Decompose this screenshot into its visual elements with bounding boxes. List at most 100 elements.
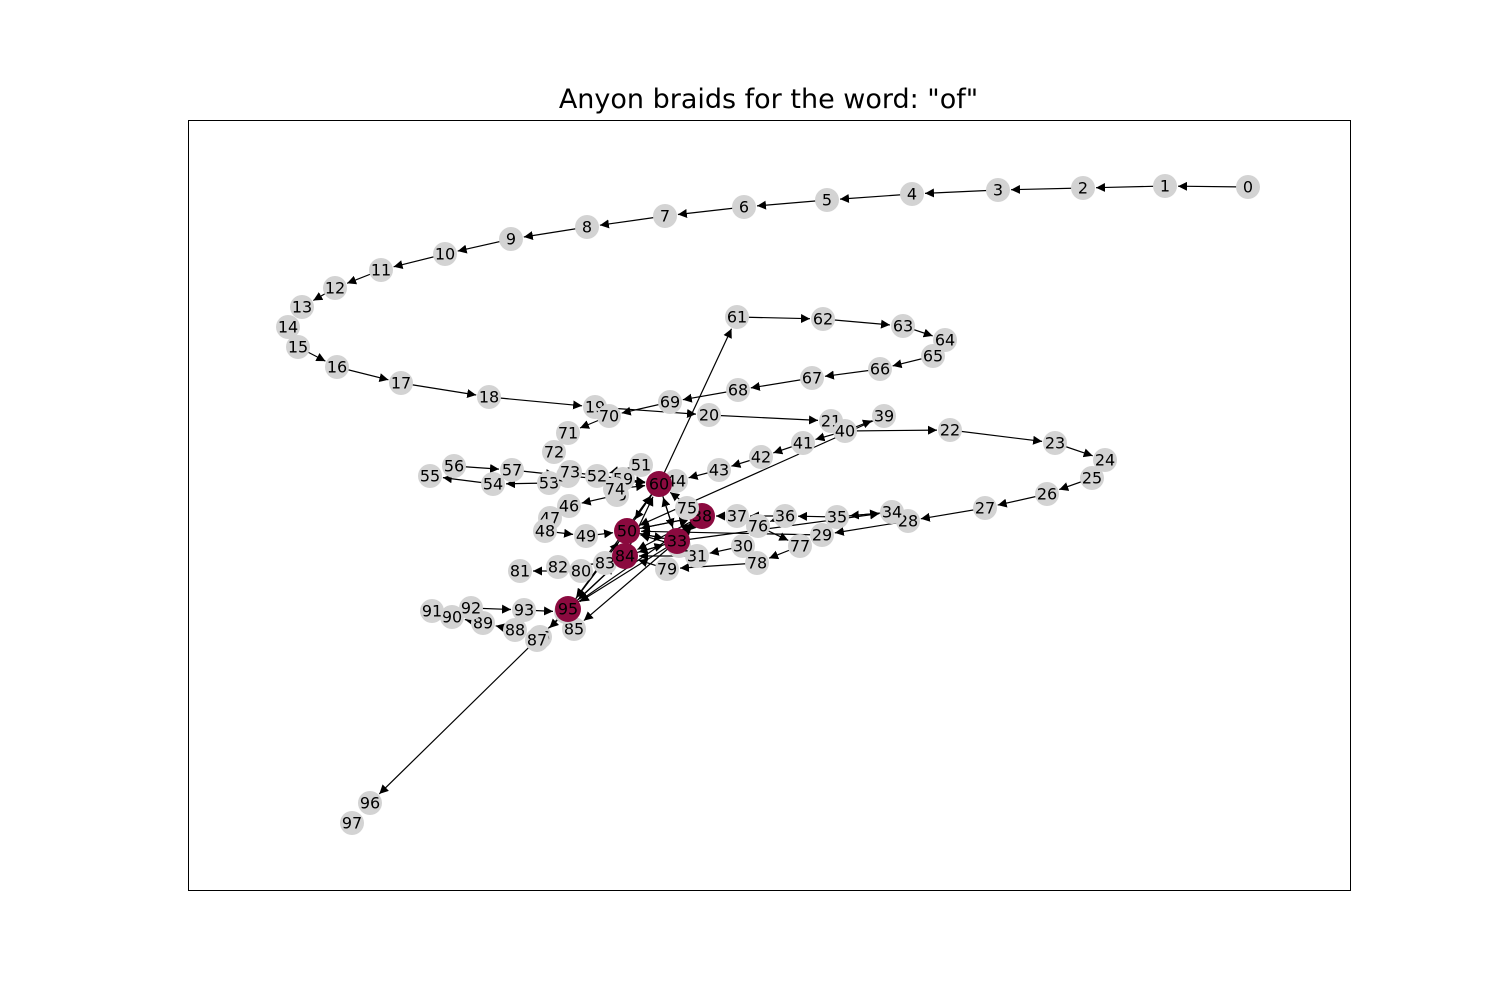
edge-33-85	[583, 540, 678, 622]
node-label-11: 11	[371, 261, 391, 280]
node-circle-95	[555, 596, 581, 622]
node-label-48: 48	[535, 522, 555, 541]
node-circle-5	[815, 188, 839, 212]
node-label-54: 54	[483, 475, 503, 494]
node-label-79: 79	[657, 560, 677, 579]
node-circle-34	[880, 500, 904, 524]
node-label-5: 5	[822, 191, 832, 210]
node-circle-8	[575, 215, 599, 239]
node-label-55: 55	[420, 467, 440, 486]
node-40: 40	[833, 419, 857, 443]
node-circle-4	[900, 182, 924, 206]
node-20: 20	[697, 403, 721, 427]
node-label-35: 35	[827, 508, 847, 527]
node-9: 9	[499, 227, 523, 251]
node-label-93: 93	[514, 601, 534, 620]
node-label-84: 84	[615, 547, 635, 566]
node-label-70: 70	[599, 407, 619, 426]
node-16: 16	[325, 355, 349, 379]
node-69: 69	[658, 390, 682, 414]
node-82: 82	[546, 555, 570, 579]
node-circle-66	[868, 357, 892, 381]
node-circle-29	[810, 523, 834, 547]
edge-61-62	[736, 313, 811, 323]
node-label-15: 15	[288, 338, 308, 357]
node-circle-36	[773, 504, 797, 528]
node-label-22: 22	[940, 421, 960, 440]
node-label-72: 72	[544, 443, 564, 462]
node-label-16: 16	[327, 358, 347, 377]
node-label-57: 57	[502, 461, 522, 480]
node-72: 72	[542, 440, 566, 464]
node-87: 87	[525, 628, 549, 652]
node-label-43: 43	[709, 461, 729, 480]
node-31: 31	[685, 544, 709, 568]
node-14: 14	[276, 315, 300, 339]
node-93: 93	[512, 598, 536, 622]
node-label-60: 60	[649, 475, 669, 494]
node-label-82: 82	[548, 558, 568, 577]
node-label-76: 76	[748, 517, 768, 536]
node-circle-7	[653, 204, 677, 228]
node-circle-20	[697, 403, 721, 427]
node-label-77: 77	[790, 537, 810, 556]
node-75: 75	[675, 496, 699, 520]
node-61: 61	[725, 305, 749, 329]
node-50: 50	[614, 518, 640, 544]
node-label-25: 25	[1082, 469, 1102, 488]
node-label-81: 81	[510, 562, 530, 581]
node-label-0: 0	[1243, 178, 1253, 197]
node-91: 91	[420, 599, 444, 623]
node-label-41: 41	[793, 434, 813, 453]
node-label-20: 20	[699, 406, 719, 425]
node-circle-49	[574, 524, 598, 548]
node-95: 95	[555, 596, 581, 622]
node-circle-33	[664, 528, 690, 554]
node-label-7: 7	[660, 207, 670, 226]
node-78: 78	[745, 551, 769, 575]
node-circle-9	[499, 227, 523, 251]
node-label-18: 18	[479, 388, 499, 407]
node-65: 65	[921, 344, 945, 368]
node-label-42: 42	[751, 448, 771, 467]
node-34: 34	[880, 500, 904, 524]
node-8: 8	[575, 215, 599, 239]
node-84: 84	[612, 543, 638, 569]
edge-2-3	[1010, 184, 1084, 194]
node-circle-11	[369, 258, 393, 282]
node-circle-15	[286, 335, 310, 359]
node-label-1: 1	[1160, 177, 1170, 196]
node-circle-71	[556, 421, 580, 445]
edge-4-5	[839, 193, 913, 203]
edge-17-18	[400, 382, 477, 399]
node-label-10: 10	[435, 245, 455, 264]
node-circle-14	[276, 315, 300, 339]
node-83: 83	[593, 551, 617, 575]
node-73: 73	[558, 460, 582, 484]
node-43: 43	[707, 458, 731, 482]
node-circle-43	[707, 458, 731, 482]
node-74: 74	[603, 477, 627, 501]
node-label-85: 85	[564, 620, 584, 639]
node-label-66: 66	[870, 360, 890, 379]
node-label-49: 49	[576, 527, 596, 546]
node-27: 27	[973, 496, 997, 520]
node-57: 57	[500, 458, 524, 482]
node-circle-78	[745, 551, 769, 575]
node-label-88: 88	[505, 621, 525, 640]
node-22: 22	[938, 418, 962, 442]
node-circle-57	[500, 458, 524, 482]
node-29: 29	[810, 523, 834, 547]
node-label-24: 24	[1095, 451, 1115, 470]
node-label-14: 14	[278, 318, 298, 337]
node-37: 37	[725, 504, 749, 528]
node-circle-54	[481, 472, 505, 496]
node-label-78: 78	[747, 554, 767, 573]
node-10: 10	[433, 242, 457, 266]
node-96: 96	[358, 791, 382, 815]
node-23: 23	[1043, 431, 1067, 455]
node-label-69: 69	[660, 393, 680, 412]
node-label-37: 37	[727, 507, 747, 526]
node-circle-55	[418, 464, 442, 488]
node-80: 80	[569, 559, 593, 583]
